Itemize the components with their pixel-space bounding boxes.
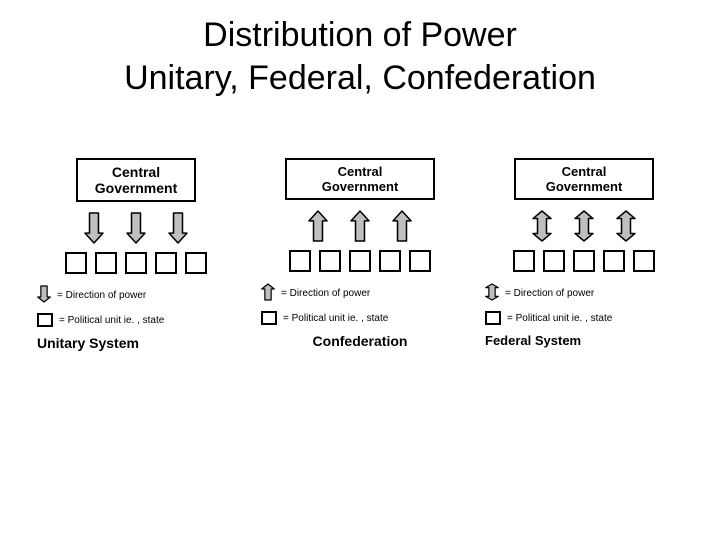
legend-row-unit: = Political unit ie. , state xyxy=(485,311,612,325)
central-government-box: CentralGovernment xyxy=(514,158,654,200)
legend-row-direction: = Direction of power xyxy=(261,282,388,305)
legend-direction-text: = Direction of power xyxy=(57,290,146,301)
political-unit-square xyxy=(289,250,311,272)
central-label-line2: Government xyxy=(546,179,623,194)
arrow-row xyxy=(532,208,636,244)
arrow-row xyxy=(308,208,412,244)
central-label-line1: Central xyxy=(112,164,160,180)
central-government-box: CentralGovernment xyxy=(76,158,196,202)
political-unit-square xyxy=(543,250,565,272)
legend-square-icon xyxy=(261,311,277,325)
system-label: Unitary System xyxy=(37,335,139,351)
legend-square-icon xyxy=(37,313,53,327)
legend-arrow-icon xyxy=(37,284,51,307)
political-unit-square xyxy=(379,250,401,272)
central-label-line1: Central xyxy=(562,164,607,179)
political-unit-square xyxy=(185,252,207,274)
power-arrow-up-icon xyxy=(350,209,370,243)
panel-unitary: CentralGovernment = Direction of power= … xyxy=(31,158,241,351)
legend-row-direction: = Direction of power xyxy=(37,284,164,307)
central-label-line2: Government xyxy=(322,179,399,194)
political-unit-square xyxy=(125,252,147,274)
panel-federal: CentralGovernment = Direction of power= … xyxy=(479,158,689,351)
legend-unit-text: = Political unit ie. , state xyxy=(59,315,164,326)
legend-row-unit: = Political unit ie. , state xyxy=(37,313,164,327)
political-unit-square xyxy=(513,250,535,272)
legend: = Direction of power = Political unit ie.… xyxy=(37,284,164,327)
legend-direction-text: = Direction of power xyxy=(505,288,594,299)
power-arrow-both-icon xyxy=(616,209,636,243)
political-unit-square xyxy=(95,252,117,274)
system-label: Federal System xyxy=(485,333,581,348)
legend-direction-text: = Direction of power xyxy=(281,288,370,299)
political-unit-square xyxy=(633,250,655,272)
legend-unit-text: = Political unit ie. , state xyxy=(507,313,612,324)
central-label-line2: Government xyxy=(95,180,177,196)
political-unit-square xyxy=(155,252,177,274)
legend-arrow-icon xyxy=(261,282,275,305)
power-arrow-both-icon xyxy=(532,209,552,243)
central-government-box: CentralGovernment xyxy=(285,158,435,200)
legend-arrow-icon xyxy=(485,282,499,305)
power-arrow-up-icon xyxy=(308,209,328,243)
panel-confederation: CentralGovernment = Direction of power= … xyxy=(255,158,465,351)
political-unit-square xyxy=(603,250,625,272)
central-label-line1: Central xyxy=(338,164,383,179)
legend-unit-text: = Political unit ie. , state xyxy=(283,313,388,324)
legend-square-icon xyxy=(485,311,501,325)
power-arrow-down-icon xyxy=(84,211,104,245)
political-unit-square xyxy=(319,250,341,272)
diagram-row: CentralGovernment = Direction of power= … xyxy=(0,158,720,351)
political-unit-square xyxy=(65,252,87,274)
political-units-row xyxy=(65,252,207,274)
system-label: Confederation xyxy=(313,333,408,349)
legend: = Direction of power = Political unit ie.… xyxy=(485,282,612,325)
legend-row-direction: = Direction of power xyxy=(485,282,612,305)
political-unit-square xyxy=(409,250,431,272)
title-line-2: Unitary, Federal, Confederation xyxy=(0,57,720,100)
legend-row-unit: = Political unit ie. , state xyxy=(261,311,388,325)
arrow-row xyxy=(84,210,188,246)
political-units-row xyxy=(289,250,431,272)
power-arrow-up-icon xyxy=(392,209,412,243)
political-units-row xyxy=(513,250,655,272)
power-arrow-both-icon xyxy=(574,209,594,243)
page-title: Distribution of Power Unitary, Federal, … xyxy=(0,0,720,99)
political-unit-square xyxy=(349,250,371,272)
title-line-1: Distribution of Power xyxy=(0,14,720,57)
legend: = Direction of power = Political unit ie.… xyxy=(261,282,388,325)
power-arrow-down-icon xyxy=(126,211,146,245)
power-arrow-down-icon xyxy=(168,211,188,245)
political-unit-square xyxy=(573,250,595,272)
